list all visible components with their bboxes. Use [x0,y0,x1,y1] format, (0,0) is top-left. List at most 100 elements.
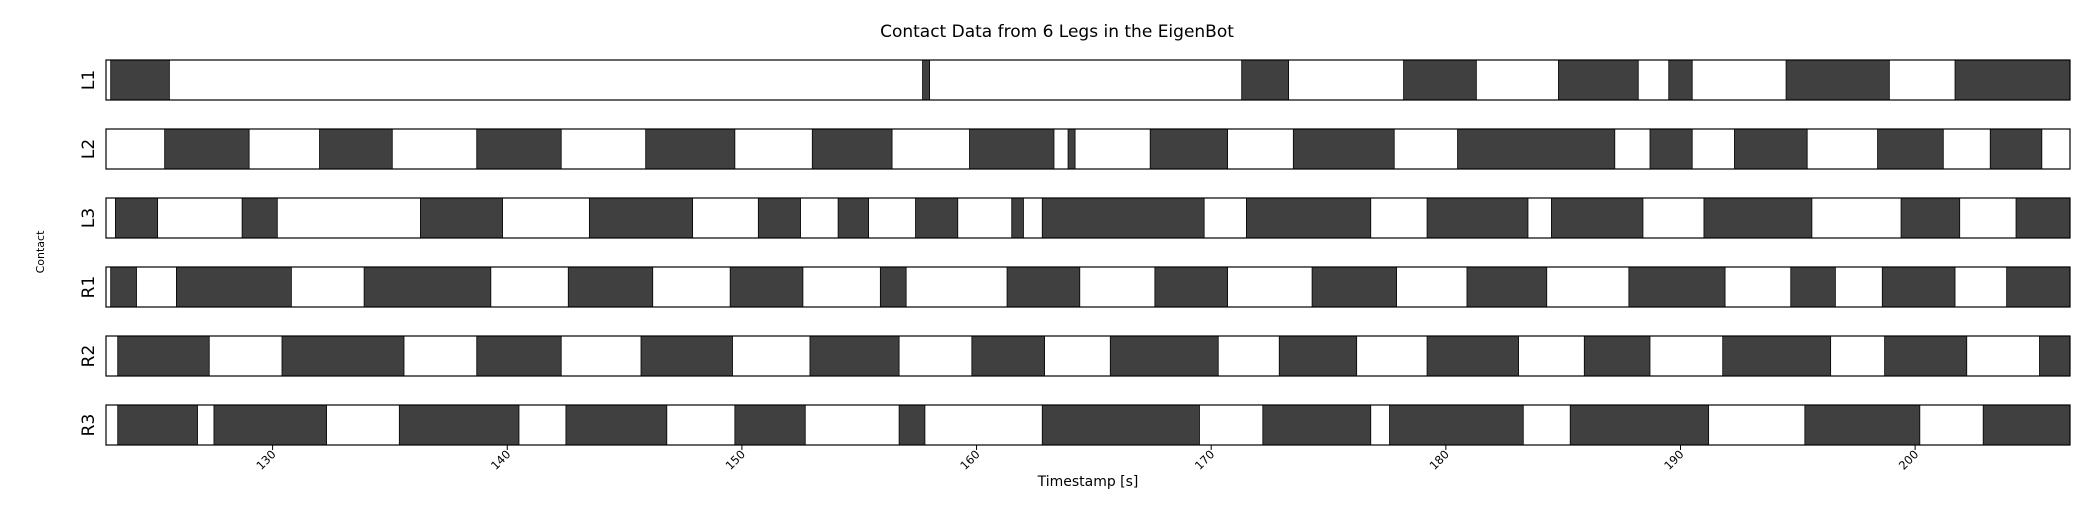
contact-bar-r1-5 [879,266,907,308]
contact-bar-r1-10 [1628,266,1726,308]
contact-bar-r2-0 [117,335,210,377]
contact-bar-l3-9 [1245,197,1372,239]
x-tick-label-140: 140 [488,447,513,472]
x-tick-label-200: 200 [1896,447,1921,472]
contact-bar-r3-3 [565,404,668,446]
contact-bar-l3-6 [915,197,959,239]
x-tick-label-170: 170 [1192,447,1217,472]
contact-bar-r2-3 [640,335,733,377]
row-frame-l2 [105,128,2071,170]
contact-bar-l2-4 [811,128,893,170]
contact-bar-l3-1 [241,197,278,239]
contact-bar-l3-5 [837,197,870,239]
contact-bar-r1-13 [2006,266,2071,308]
contact-bar-l2-5 [969,128,1055,170]
x-axis-label: Timestamp [s] [1037,474,1139,490]
contact-bar-r1-8 [1311,266,1397,308]
contact-bar-l3-14 [2015,197,2071,239]
leg-row-l1: L1 [79,59,2071,101]
contact-bar-r2-10 [1722,335,1832,377]
contact-bar-r2-12 [2039,335,2071,377]
x-axis-ticks: 130 140 150 160 170 180 190 200 [253,445,1921,473]
x-tick-label-150: 150 [723,447,748,472]
chart-title: Contact Data from 6 Legs in the EigenBot [880,22,1234,42]
contact-bar-l2-6 [1067,128,1076,170]
contact-bar-l2-12 [1877,128,1944,170]
contact-bar-l2-0 [164,128,250,170]
contact-bar-l1-6 [1785,59,1890,101]
leg-row-l2: L2 [79,128,2071,170]
contact-bar-r2-9 [1583,335,1651,377]
contact-bar-l2-9 [1457,128,1616,170]
contact-bar-l2-1 [319,128,393,170]
contact-bar-r3-11 [1982,404,2071,446]
contact-bar-r1-2 [363,266,492,308]
contact-bar-r3-7 [1262,404,1372,446]
contact-bar-r2-1 [281,335,405,377]
contact-bar-l2-2 [476,128,562,170]
leg-row-r1: R1 [79,266,2071,308]
row-frame-r2 [105,335,2071,377]
contact-bar-r2-2 [476,335,562,377]
contact-bar-r1-11 [1790,266,1836,308]
leg-rows: L1 L2 L3 R1 R2 R3 [79,59,2071,446]
contact-bar-l2-3 [645,128,736,170]
contact-bar-r1-12 [1881,266,1956,308]
contact-bar-r1-3 [567,266,654,308]
row-frame-r3 [105,404,2071,446]
contact-bar-l3-4 [757,197,801,239]
contact-bar-l3-7 [1011,197,1024,239]
contact-bar-l2-13 [1989,128,2043,170]
row-label-r1: R1 [79,276,99,299]
leg-row-l3: L3 [79,197,2071,239]
contact-bar-r3-4 [734,404,806,446]
contact-bar-r3-2 [398,404,520,446]
contact-bar-l1-3 [1403,59,1477,101]
leg-row-r2: R2 [79,335,2071,377]
contact-bar-r3-1 [213,404,327,446]
contact-bar-l3-10 [1426,197,1529,239]
contact-bar-l3-0 [114,197,159,239]
contact-bar-l1-4 [1558,59,1639,101]
contact-bar-l1-5 [1668,59,1693,101]
row-frame-r1 [105,266,2071,308]
contact-bar-r2-5 [971,335,1045,377]
row-label-l1: L1 [79,70,99,90]
row-label-l3: L3 [79,208,99,228]
contact-bar-r3-8 [1389,404,1524,446]
contact-bar-r2-7 [1278,335,1358,377]
contact-bar-r1-9 [1466,266,1548,308]
contact-bar-l3-12 [1703,197,1813,239]
contact-bar-r2-11 [1884,335,1968,377]
contact-bar-l3-8 [1041,197,1205,239]
contact-bar-l3-2 [420,197,503,239]
contact-bar-r1-1 [175,266,292,308]
contact-bar-l2-11 [1734,128,1808,170]
contact-bar-r2-6 [1109,335,1219,377]
contact-bar-r3-6 [1041,404,1200,446]
row-label-r3: R3 [79,414,99,437]
contact-bar-r2-8 [1426,335,1519,377]
contact-bar-r1-4 [729,266,804,308]
contact-bar-l1-2 [1241,59,1290,101]
x-tick-label-190: 190 [1661,447,1686,472]
row-label-l2: L2 [79,139,99,159]
contact-bar-r3-9 [1569,404,1710,446]
contact-bar-l2-10 [1649,128,1693,170]
contact-bar-r3-0 [117,404,198,446]
contact-bar-l3-3 [588,197,694,239]
contact-bar-l1-7 [1954,59,2071,101]
contact-bar-r1-0 [110,266,137,308]
contact-bar-r2-4 [809,335,900,377]
y-axis-label: Contact [34,230,47,273]
contact-bar-r3-5 [898,404,926,446]
row-label-r2: R2 [79,345,99,368]
contact-bar-r1-6 [1006,266,1081,308]
x-tick-label-160: 160 [957,447,982,472]
contact-bar-l2-7 [1149,128,1229,170]
row-frame-l3 [105,197,2071,239]
contact-bar-l3-11 [1551,197,1644,239]
contact-bar-l3-13 [1900,197,1961,239]
